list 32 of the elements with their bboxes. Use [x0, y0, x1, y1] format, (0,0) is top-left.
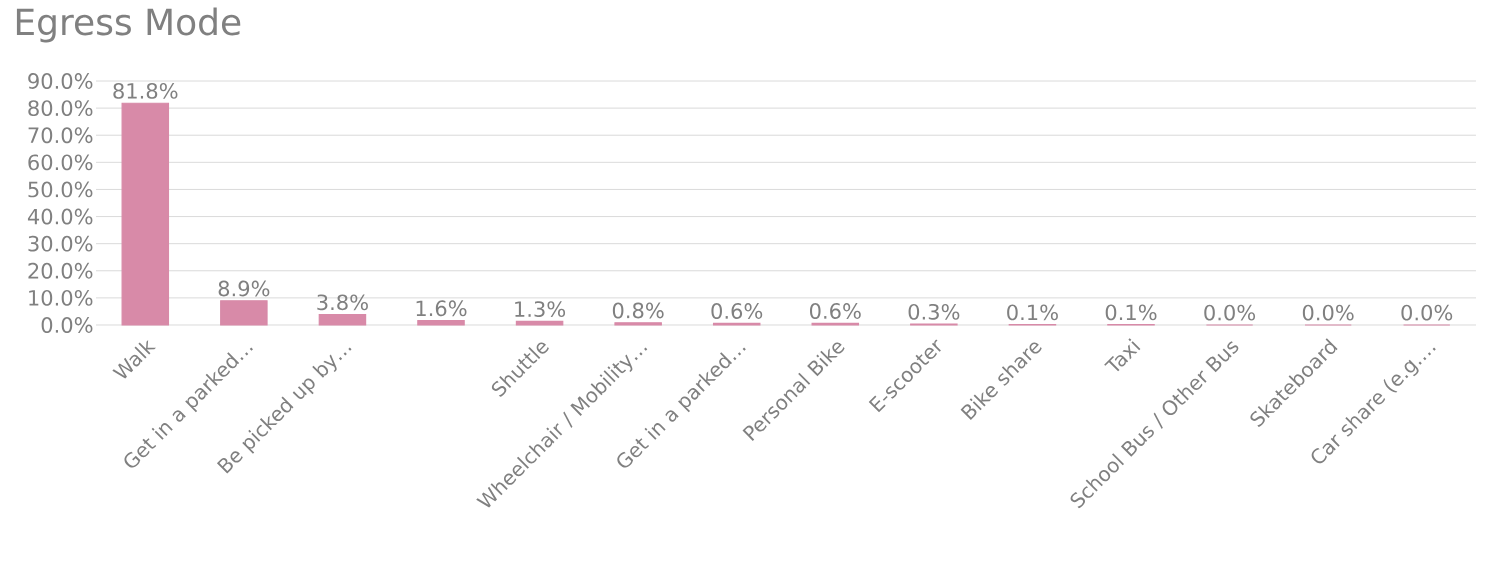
- y-tick-label: 90.0%: [28, 73, 93, 89]
- data-label: 8.9%: [218, 280, 270, 297]
- y-tick-label: 30.0%: [28, 235, 93, 252]
- x-tick-label: Taxi: [1104, 338, 1141, 372]
- data-label: 3.8%: [317, 294, 368, 311]
- data-label: 0.6%: [809, 303, 861, 319]
- bar: [318, 314, 367, 326]
- bar: [121, 102, 170, 326]
- bar: [614, 322, 662, 326]
- y-tick-label: 70.0%: [28, 127, 93, 144]
- data-label: 0.8%: [612, 302, 664, 319]
- data-label: 0.0%: [1401, 304, 1453, 321]
- y-tick-label: 10.0%: [29, 289, 93, 306]
- data-label: 1.3%: [515, 301, 566, 318]
- data-label: 1.6%: [416, 300, 467, 317]
- data-label: 0.1%: [1007, 304, 1058, 321]
- y-tick-label: 40.0%: [27, 208, 93, 225]
- data-label: 0.1%: [1105, 304, 1157, 321]
- y-tick-label: 50.0%: [28, 181, 93, 198]
- bar: [220, 300, 268, 326]
- y-tick-label: 60.0%: [28, 154, 93, 171]
- data-label: 0.0%: [1302, 304, 1354, 321]
- data-label: 0.0%: [1204, 304, 1256, 321]
- y-tick-label: 0.0%: [41, 317, 93, 333]
- y-tick-label: 80.0%: [28, 100, 93, 117]
- bar: [515, 320, 564, 326]
- chart-title: Egress Mode: [16, 7, 241, 43]
- data-label: 81.8%: [113, 82, 178, 99]
- data-label: 0.3%: [908, 303, 960, 320]
- y-tick-label: 20.0%: [28, 262, 93, 279]
- bar: [417, 320, 465, 326]
- data-label: 0.6%: [711, 303, 763, 319]
